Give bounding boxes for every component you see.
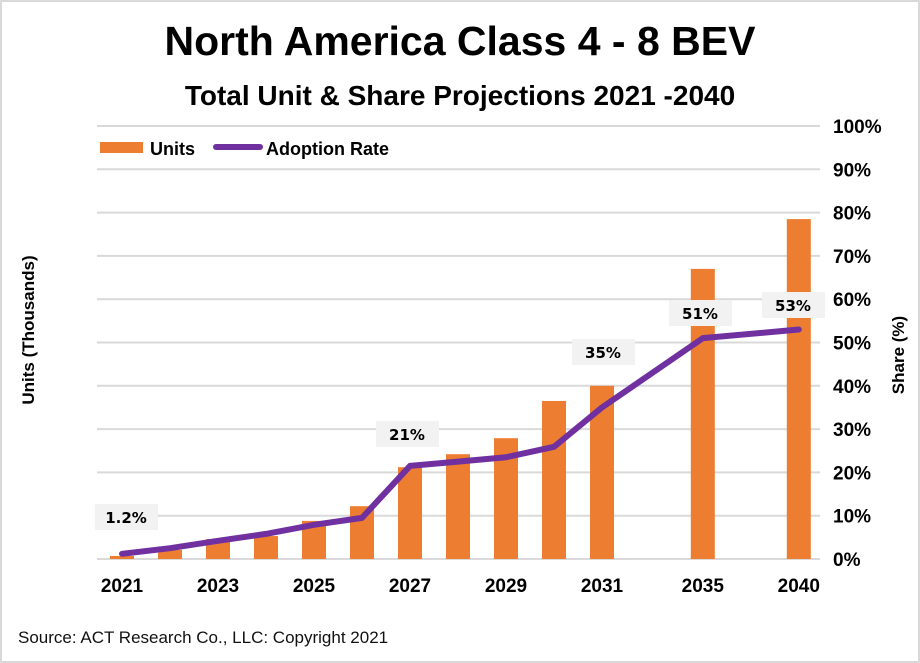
y-right-tick-label: 40%: [833, 377, 871, 398]
bar-units-2028: [446, 454, 470, 559]
data-label-box: [95, 504, 158, 530]
data-label: 21%: [389, 426, 425, 444]
data-label-box: [669, 300, 732, 326]
bar-units-2030: [542, 400, 566, 559]
x-tick-label: 2029: [485, 576, 527, 597]
y-right-axis-title: Share (%): [889, 316, 908, 394]
x-tick-label: 2021: [101, 576, 144, 597]
data-label: 35%: [585, 344, 621, 362]
y-right-tick-label: 30%: [833, 420, 871, 441]
y-right-tick-label: 90%: [833, 160, 871, 181]
y-right-tick-label: 20%: [833, 463, 871, 484]
y-left-axis-title: Units (Thousands): [19, 255, 38, 404]
data-label: 1.2%: [105, 509, 147, 527]
x-tick-label: 2027: [389, 576, 431, 597]
adoption-rate-line: [119, 326, 802, 557]
data-label-box: [376, 421, 439, 447]
chart-subtitle: Total Unit & Share Projections 2021 -204…: [184, 80, 736, 111]
data-label: 51%: [682, 305, 718, 323]
data-label-box: [572, 339, 635, 365]
y-right-tick-label: 50%: [833, 334, 871, 355]
x-tick-label: 2035: [682, 576, 725, 597]
bar-units-2040: [786, 219, 811, 559]
y-right-tick-label: 80%: [833, 204, 871, 225]
source-note: Source: ACT Research Co., LLC: Copyright…: [18, 628, 389, 647]
bar-units-2024: [254, 536, 278, 559]
bar-units-2027: [398, 467, 422, 559]
x-tick-label: 2031: [581, 576, 624, 597]
x-tick-label: 2023: [197, 576, 239, 597]
chart-title: North America Class 4 - 8 BEV: [164, 18, 756, 64]
y-right-tick-label: 100%: [833, 117, 882, 138]
y-right-tick-label: 70%: [833, 247, 871, 268]
legend-units-label: Units: [150, 139, 195, 159]
x-tick-label: 2025: [293, 576, 336, 597]
bar-units-2022: [158, 549, 182, 559]
y-right-tick-label: 0%: [833, 550, 861, 571]
x-tick-label: 2040: [778, 576, 820, 597]
bar-units-2021: [110, 555, 134, 559]
data-label: 53%: [775, 297, 811, 315]
legend-adoption-label: Adoption Rate: [266, 139, 389, 159]
y-right-tick-label: 10%: [833, 507, 871, 528]
legend-units-swatch: [100, 142, 143, 153]
data-label-box: [762, 292, 825, 318]
y-right-tick-label: 60%: [833, 290, 871, 311]
